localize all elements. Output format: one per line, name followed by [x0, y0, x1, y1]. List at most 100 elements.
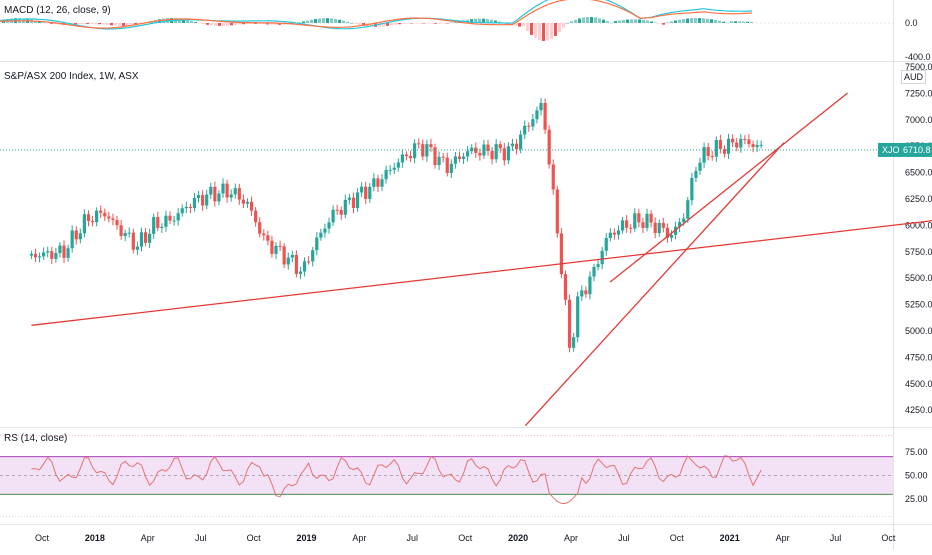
price-tick-7: 5750.0: [905, 247, 932, 257]
macd-hist-bar-90: [362, 23, 365, 26]
macd-hist-bar-106: [426, 23, 429, 24]
candle-body-156: [665, 227, 669, 238]
macd-hist-bar-130: [522, 23, 525, 27]
macd-hist-bar-63: [254, 23, 257, 24]
macd-hist-bar-16: [66, 23, 69, 25]
candle-body-144: [616, 230, 621, 235]
candle-body-142: [608, 232, 612, 239]
macd-hist-bar-102: [410, 23, 413, 24]
candle-body-8: [62, 245, 66, 258]
macd-hist-bar-40: [162, 18, 165, 23]
candle-body-151: [645, 213, 649, 228]
candle-body-88: [388, 169, 392, 171]
candle-body-18: [103, 212, 107, 217]
candle-body-155: [661, 222, 665, 228]
macd-hist-bar-138: [554, 23, 557, 36]
rsi-line: [31, 455, 762, 505]
macd-hist-bar-112: [450, 22, 453, 23]
candle-body-10: [70, 230, 74, 249]
macd-tick-1: -400.0: [905, 52, 931, 62]
candle-body-31: [156, 217, 160, 229]
candle-body-86: [380, 179, 384, 187]
macd-hist-bar-95: [382, 23, 385, 27]
candle-body-150: [641, 222, 645, 228]
candle-body-137: [588, 276, 592, 295]
candle-body-95: [417, 143, 421, 145]
candle-body-170: [722, 148, 727, 154]
candle-body-16: [95, 210, 99, 223]
macd-hist-bar-180: [722, 21, 725, 23]
macd-hist-bar-147: [590, 17, 593, 23]
candle-body-168: [714, 140, 718, 157]
candle-body-102: [445, 157, 449, 173]
macd-hist-bar-26: [106, 23, 109, 25]
price-tick-4: 6500.0: [905, 168, 932, 178]
macd-hist-bar-24: [98, 23, 101, 25]
price-tick-11: 4750.0: [905, 352, 932, 362]
candle-body-24: [127, 232, 131, 234]
candle-body-109: [474, 147, 478, 153]
candle-body-172: [731, 138, 735, 143]
candle-body-20: [111, 218, 115, 221]
macd-hist-bar-156: [626, 19, 629, 23]
time-tick-6: Apr: [352, 533, 366, 543]
time-tick-16: Oct: [881, 533, 896, 543]
candle-body-99: [433, 147, 437, 165]
price-tick-0: 7500.0: [905, 62, 932, 72]
macd-hist-bar-59: [238, 23, 241, 25]
candle-body-123: [531, 119, 535, 127]
macd-hist-bar-55: [222, 23, 225, 26]
macd-hist-bar-99: [398, 23, 401, 25]
candle-body-42: [201, 195, 205, 206]
macd-tick-0: 0.0: [905, 18, 918, 28]
candle-body-2: [37, 256, 42, 258]
candle-body-107: [466, 151, 470, 157]
time-tick-13: 2021: [720, 533, 740, 543]
macd-hist-bar-165: [662, 23, 665, 25]
macd-hist-bar-175: [702, 18, 705, 23]
currency-badge[interactable]: AUD: [900, 70, 926, 84]
time-tick-0: Oct: [35, 533, 50, 543]
last-price-value: 6710.8: [903, 145, 931, 155]
macd-hist-bar-19: [78, 23, 81, 25]
candle-body-167: [710, 156, 714, 158]
macd-hist-bar-92: [370, 23, 373, 27]
candle-body-132: [567, 299, 572, 348]
rsi-tick-2: 25.00: [905, 494, 928, 504]
candle-body-72: [323, 228, 327, 233]
macd-hist-bar-98: [394, 23, 397, 25]
macd-hist-bar-87: [350, 22, 353, 24]
candle-body-159: [678, 222, 682, 227]
macd-hist-bar-132: [530, 23, 533, 35]
macd-hist-bar-109: [438, 23, 441, 24]
candle-body-27: [139, 232, 144, 247]
macd-hist-bar-155: [622, 19, 625, 23]
macd-hist-bar-29: [118, 23, 121, 26]
macd-hist-bar-143: [574, 19, 577, 23]
macd-hist-bar-44: [178, 18, 181, 23]
candle-body-22: [119, 225, 123, 236]
candle-body-76: [339, 210, 343, 215]
macd-hist-bar-113: [454, 21, 457, 23]
macd-line: [0, 0, 753, 30]
candle-body-30: [152, 217, 156, 234]
macd-hist-bar-161: [646, 20, 649, 23]
macd-hist-bar-107: [430, 23, 433, 24]
candle-body-162: [690, 177, 694, 201]
candle-body-51: [237, 188, 241, 200]
macd-hist-bar-78: [314, 19, 317, 23]
candle-body-40: [192, 198, 197, 208]
macd-hist-bar-124: [498, 21, 501, 23]
macd-hist-bar-20: [82, 23, 85, 25]
candle-body-61: [278, 245, 282, 247]
macd-hist-bar-83: [334, 18, 337, 23]
macd-hist-bar-122: [490, 19, 493, 23]
macd-hist-bar-153: [614, 21, 617, 23]
macd-hist-bar-160: [642, 19, 645, 23]
candle-body-7: [58, 245, 62, 254]
macd-hist-bar-22: [90, 23, 93, 24]
candle-body-55: [254, 210, 258, 223]
candle-body-165: [702, 147, 706, 163]
